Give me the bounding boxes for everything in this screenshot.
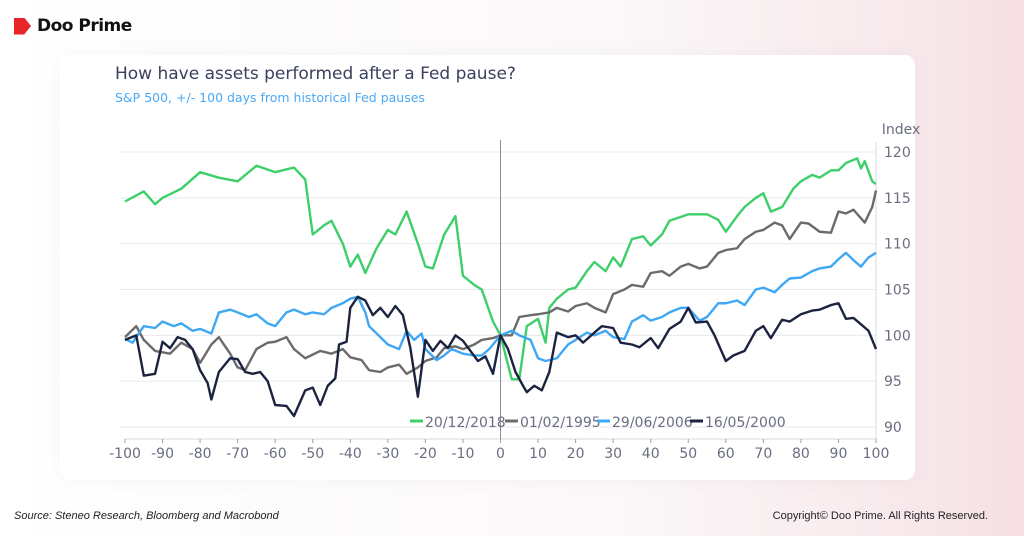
y-tick-label: 120	[884, 145, 911, 161]
legend-label: 20/12/2018	[425, 415, 506, 431]
y-tick-label: 110	[884, 237, 911, 253]
x-tick-label: -40	[339, 446, 362, 462]
legend-label: 29/06/2006	[612, 415, 693, 431]
x-tick-label: 30	[604, 446, 622, 462]
x-tick-label: 0	[496, 446, 505, 462]
chart-card	[60, 55, 915, 480]
y-tick-label: 115	[884, 191, 911, 207]
x-tick-label: 10	[529, 446, 547, 462]
x-tick-label: -90	[151, 446, 174, 462]
x-tick-label: 80	[792, 446, 810, 462]
y-tick-label: 95	[884, 374, 902, 390]
x-tick-label: 40	[642, 446, 660, 462]
x-tick-label: -20	[414, 446, 437, 462]
x-tick-label: -50	[301, 446, 324, 462]
chart-title: How have assets performed after a Fed pa…	[115, 64, 516, 84]
x-tick-label: -10	[452, 446, 475, 462]
x-tick-label: -70	[226, 446, 249, 462]
x-tick-label: 70	[754, 446, 772, 462]
series-line-20-12-2018	[124, 157, 877, 381]
x-tick-label: -100	[109, 446, 141, 462]
y-tick-label: 90	[884, 420, 902, 436]
legend-label: 16/05/2000	[705, 415, 786, 431]
legend-label: 01/02/1995	[520, 415, 601, 431]
y-tick-label: 105	[884, 283, 911, 299]
x-tick-label: 100	[863, 446, 890, 462]
series-line-01-02-1995	[124, 190, 878, 376]
series-line-16-05-2000	[124, 295, 878, 418]
x-tick-label: 90	[830, 446, 848, 462]
x-tick-label: -60	[264, 446, 287, 462]
brand-name: Doo Prime	[37, 16, 132, 36]
chart-subtitle: S&P 500, +/- 100 days from historical Fe…	[115, 90, 425, 105]
doo-prime-logo: Doo Prime	[14, 16, 132, 36]
x-tick-label: -30	[376, 446, 399, 462]
x-tick-label: 60	[717, 446, 735, 462]
x-tick-label: 20	[567, 446, 585, 462]
logo-mark-icon	[14, 17, 31, 35]
x-tick-label: 50	[679, 446, 697, 462]
source-note: Source: Steneo Research, Bloomberg and M…	[14, 510, 279, 522]
y-tick-label: 100	[884, 328, 911, 344]
x-tick-label: -80	[189, 446, 212, 462]
copyright: Copyright© Doo Prime. All Rights Reserve…	[772, 510, 988, 522]
y-axis-label: Index	[882, 122, 921, 138]
series-line-29-06-2006	[124, 251, 877, 363]
